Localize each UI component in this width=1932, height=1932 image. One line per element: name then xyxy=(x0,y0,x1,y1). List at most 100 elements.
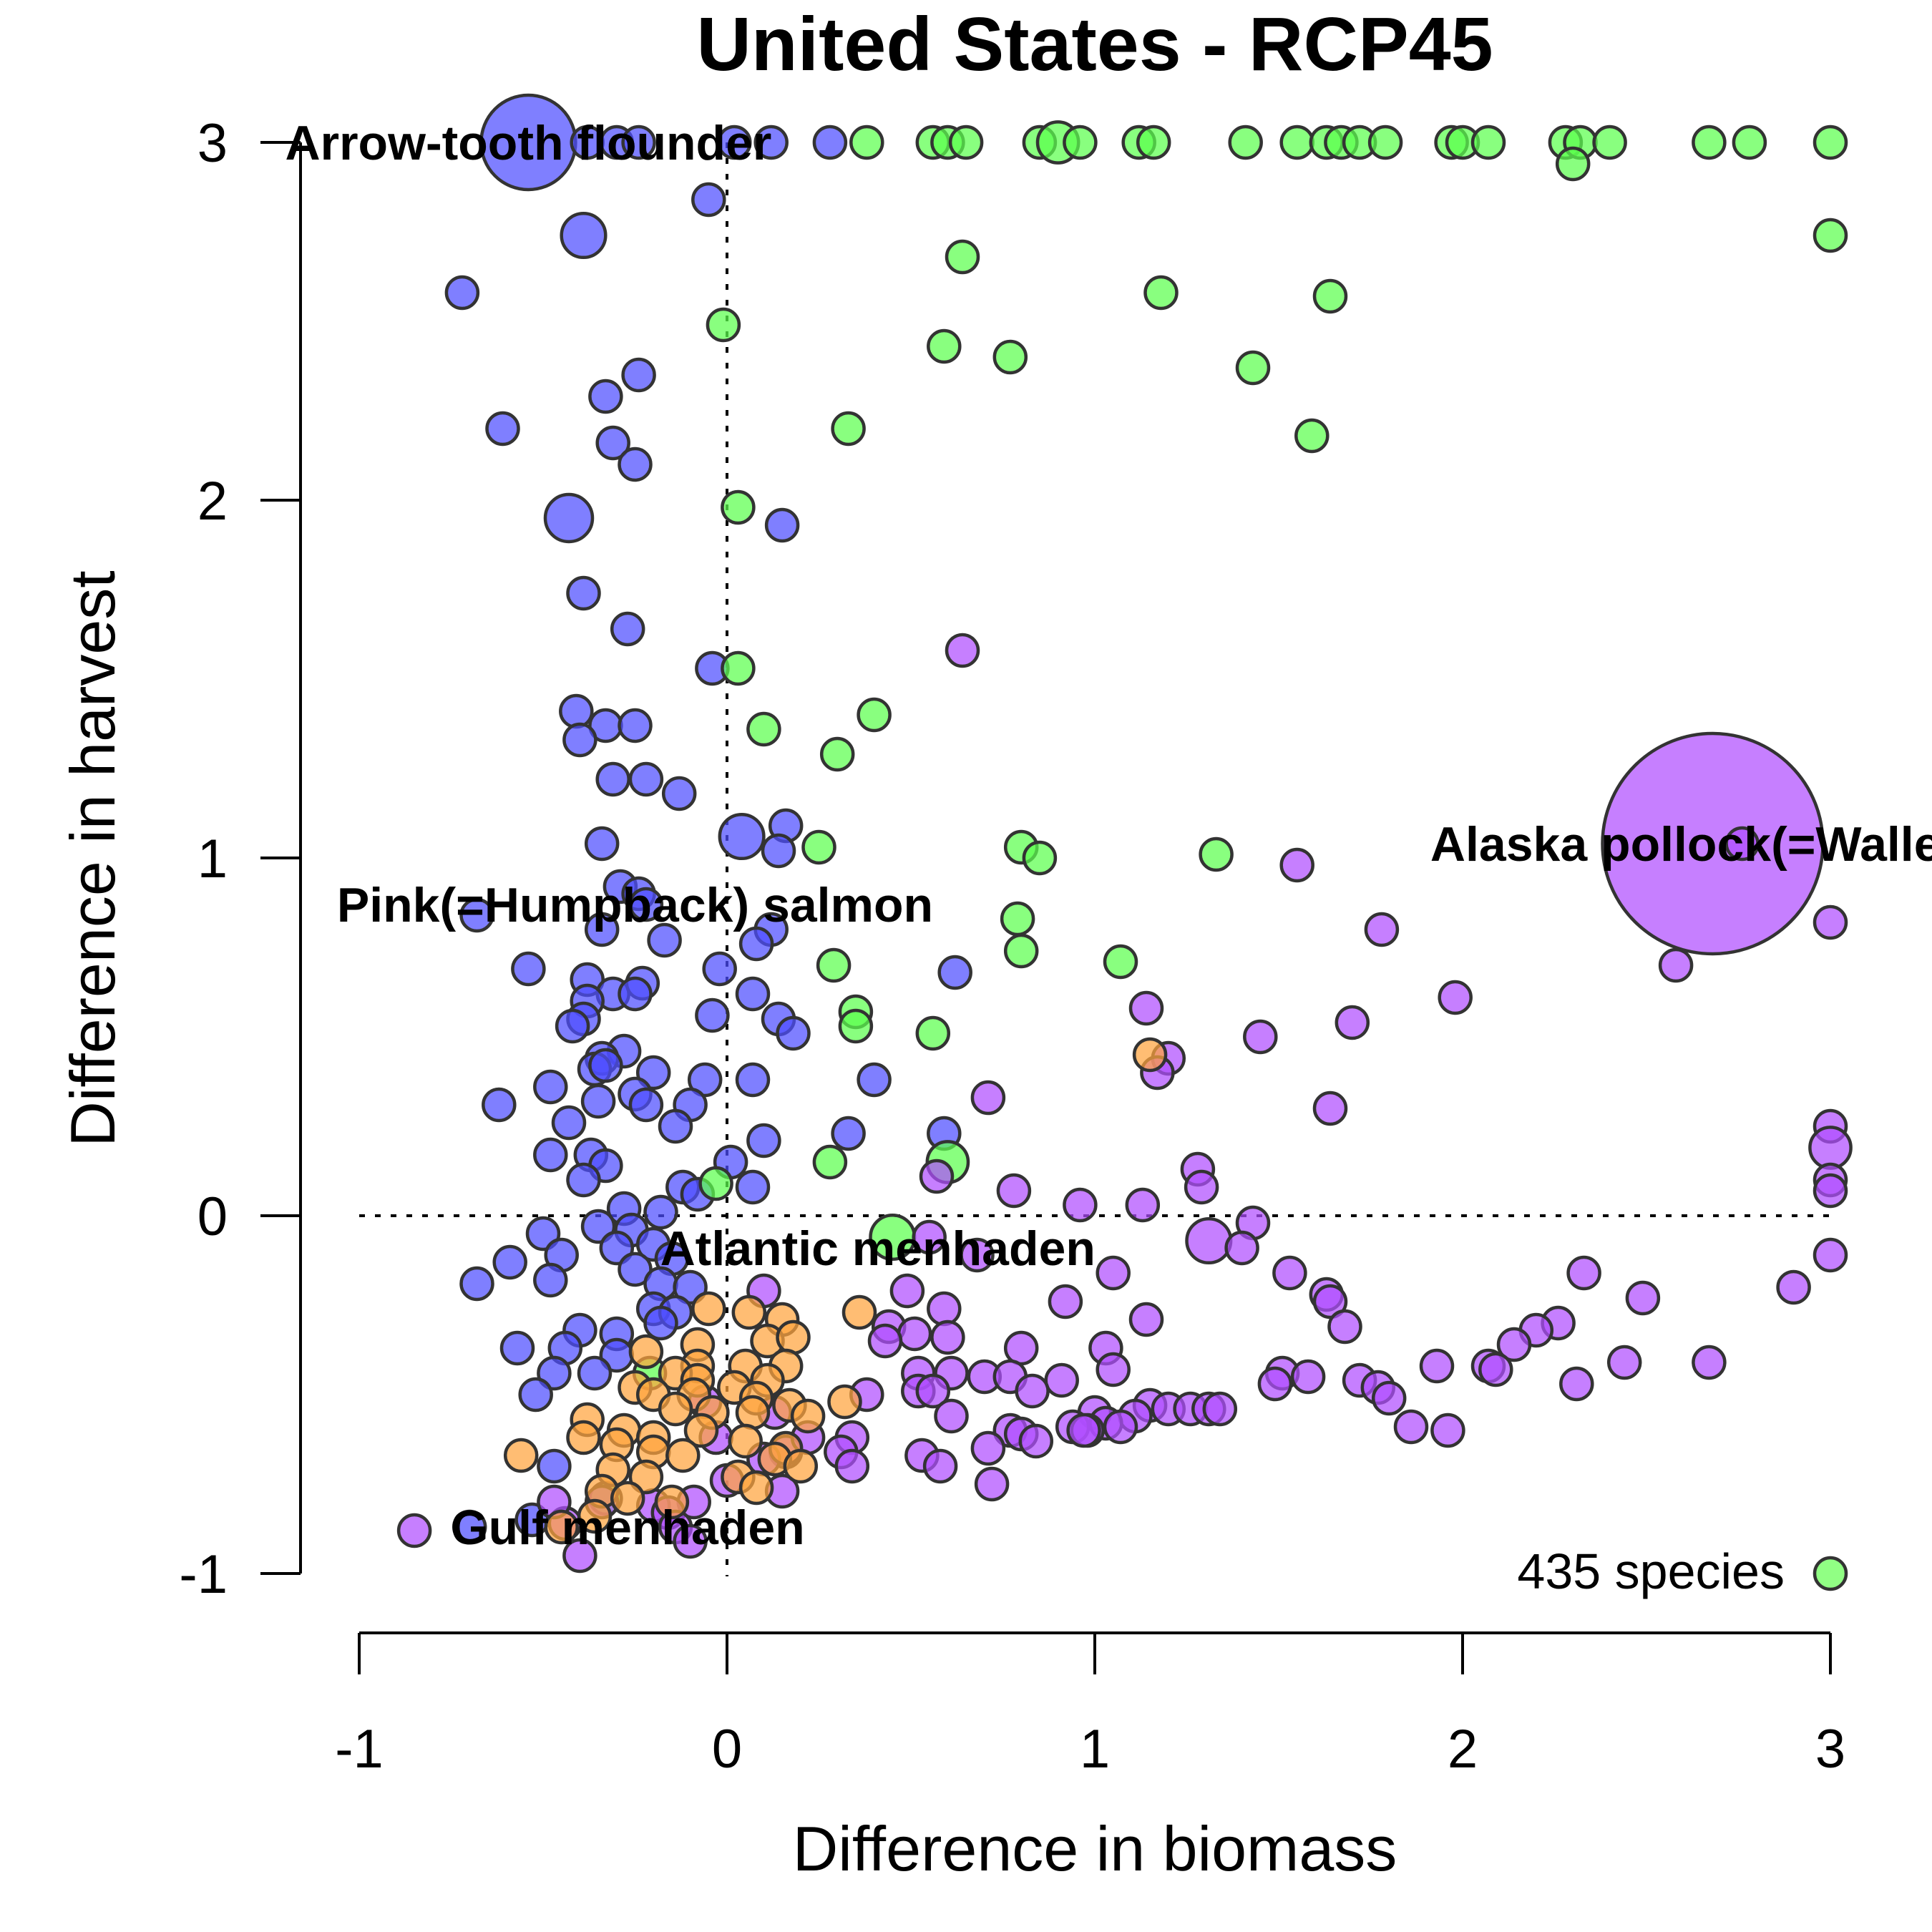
purple-species-point xyxy=(1601,731,1825,956)
purple-species-point xyxy=(960,1237,995,1273)
green-species-point xyxy=(1312,278,1348,314)
blue-species-point xyxy=(559,693,594,729)
blue-species-point xyxy=(687,1062,723,1098)
green-species-point xyxy=(1279,125,1314,160)
orange-species-point xyxy=(841,1294,877,1330)
orange-species-point xyxy=(691,1291,726,1327)
blue-species-point xyxy=(588,379,623,414)
purple-species-point xyxy=(1478,1352,1513,1387)
species-annotation: Atlantic menhaden xyxy=(660,1221,1096,1276)
purple-species-point xyxy=(1813,1173,1848,1209)
blue-species-point xyxy=(551,1105,587,1141)
orange-species-point xyxy=(654,1484,690,1520)
data-points xyxy=(396,93,1853,1574)
purple-species-point xyxy=(970,1080,1006,1116)
purple-species-point xyxy=(1066,1413,1101,1448)
y-tick-label: 2 xyxy=(197,471,228,532)
green-species-point xyxy=(706,307,741,343)
green-species-point xyxy=(838,1008,874,1044)
x-axis-ticks: -1 0 1 2 3 xyxy=(335,1633,1845,1780)
blue-species-point xyxy=(533,1069,568,1105)
purple-species-point xyxy=(930,1319,965,1355)
purple-species-point xyxy=(1813,1237,1848,1273)
purple-species-point xyxy=(1776,1269,1811,1305)
chart-title: United States - RCP45 xyxy=(696,2,1493,87)
blue-species-point xyxy=(718,812,766,861)
blue-species-point xyxy=(562,722,597,758)
green-species-point xyxy=(1022,840,1058,876)
blue-species-point xyxy=(643,1194,678,1230)
green-species-point xyxy=(831,411,866,447)
purple-species-point xyxy=(974,1466,1010,1502)
blue-species-point xyxy=(518,1377,553,1413)
orange-species-point xyxy=(503,1438,539,1473)
green-species-point xyxy=(1367,125,1403,160)
green-species-point xyxy=(1470,125,1506,160)
green-species-point xyxy=(945,239,980,275)
orange-species-point xyxy=(610,1480,645,1516)
purple-species-point xyxy=(1224,1230,1259,1266)
purple-species-point xyxy=(889,1273,925,1309)
purple-species-point xyxy=(1496,1327,1532,1362)
blue-species-point xyxy=(533,1137,568,1173)
purple-species-point xyxy=(1335,1005,1370,1040)
orange-species-point xyxy=(790,1398,826,1434)
blue-species-point xyxy=(580,1083,616,1119)
reference-lines xyxy=(359,142,1830,1576)
blue-species-point xyxy=(618,1252,653,1287)
blue-species-point xyxy=(753,125,789,160)
purple-species-point xyxy=(867,1323,903,1359)
blue-species-point xyxy=(628,761,664,797)
x-tick-label: -1 xyxy=(335,1719,384,1780)
purple-species-point xyxy=(1813,904,1848,940)
blue-species-point xyxy=(764,507,800,543)
purple-species-point xyxy=(1371,1380,1407,1416)
green-species-point xyxy=(819,736,855,772)
orange-species-point xyxy=(577,1498,613,1534)
purple-species-point xyxy=(1393,1409,1429,1445)
orange-species-point xyxy=(544,1509,579,1545)
blue-species-point xyxy=(857,1062,892,1098)
species-annotation: Alaska pollock(=Walleye xyxy=(1430,817,1932,872)
purple-species-point xyxy=(1003,1330,1039,1366)
purple-species-point xyxy=(1559,1366,1594,1402)
legend: 435 species xyxy=(1517,1543,1848,1599)
purple-species-point xyxy=(1257,1366,1293,1402)
purple-species-point xyxy=(1128,990,1164,1026)
purple-species-point xyxy=(922,1448,958,1484)
green-species-point xyxy=(915,1015,951,1051)
orange-species-point xyxy=(776,1319,811,1355)
purple-species-point xyxy=(1096,1352,1131,1387)
green-species-point xyxy=(1235,350,1271,386)
blue-species-point xyxy=(537,1448,572,1484)
purple-species-point xyxy=(1048,1284,1083,1319)
green-species-point xyxy=(927,328,962,364)
blue-species-point xyxy=(735,1169,771,1205)
orange-species-point xyxy=(658,1391,693,1427)
purple-species-point xyxy=(1063,1187,1098,1223)
purple-species-point xyxy=(1125,1187,1161,1223)
x-tick-label: 2 xyxy=(1448,1719,1478,1780)
green-species-point xyxy=(992,339,1028,375)
purple-species-point xyxy=(1438,980,1473,1015)
purple-species-point xyxy=(1658,947,1694,983)
orange-species-point xyxy=(783,1448,819,1484)
blue-species-point xyxy=(566,575,601,611)
green-species-point xyxy=(1063,125,1098,160)
green-species-point xyxy=(1136,125,1171,160)
purple-species-point xyxy=(673,1523,708,1559)
purple-species-point xyxy=(1430,1413,1465,1448)
green-species-point xyxy=(1732,125,1767,160)
blue-species-point xyxy=(628,887,664,922)
blue-species-point xyxy=(621,125,656,160)
purple-species-point xyxy=(1202,1391,1238,1427)
green-species-point xyxy=(721,650,756,686)
purple-species-point xyxy=(1279,847,1314,883)
green-species-point xyxy=(857,697,892,733)
green-species-point xyxy=(1813,218,1848,253)
blue-species-point xyxy=(702,951,737,987)
blue-species-point xyxy=(555,1008,590,1044)
blue-species-point xyxy=(492,1244,527,1280)
y-tick-label: -1 xyxy=(179,1544,228,1605)
